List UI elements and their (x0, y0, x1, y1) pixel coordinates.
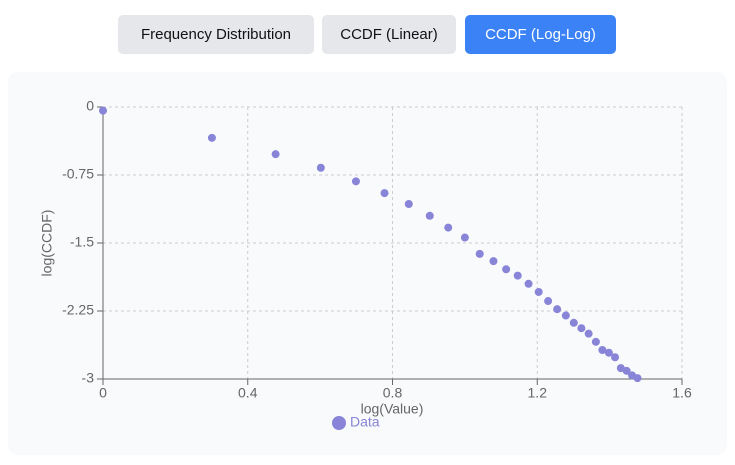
legend-marker (332, 416, 346, 430)
data-point (271, 150, 280, 159)
data-point (604, 348, 613, 357)
y-tick-label: 0 (86, 98, 94, 114)
legend-label: Data (350, 414, 380, 430)
tab-button[interactable]: CCDF (Linear) (322, 15, 456, 54)
x-tick-label: 1.6 (672, 385, 692, 401)
y-tick-label: -3 (82, 370, 95, 386)
data-point (489, 257, 498, 266)
data-point (584, 329, 593, 338)
chart-panel (8, 72, 727, 455)
data-point (444, 223, 453, 232)
data-point (475, 249, 484, 258)
data-point (425, 211, 434, 220)
y-tick-label: -2.25 (62, 302, 94, 318)
y-tick-label: -1.5 (70, 234, 94, 250)
tab-button[interactable]: CCDF (Log-Log) (465, 15, 616, 54)
x-tick-label: 0.4 (238, 385, 258, 401)
data-point (316, 163, 325, 172)
data-point (577, 324, 586, 333)
data-point (380, 189, 389, 198)
data-point (404, 200, 413, 209)
x-tick-label: 0.8 (383, 385, 403, 401)
x-tick-label: 1.2 (528, 385, 548, 401)
data-point (524, 279, 533, 288)
data-point (598, 345, 607, 354)
x-tick-label: 0 (99, 385, 107, 401)
y-axis-label: log(CCDF) (39, 210, 55, 277)
data-point (553, 305, 562, 314)
data-point (534, 287, 543, 296)
data-point (207, 133, 216, 142)
tab-button[interactable]: Frequency Distribution (118, 15, 314, 54)
y-tick-label: -0.75 (62, 166, 94, 182)
data-point (633, 374, 642, 383)
data-point (502, 265, 511, 274)
data-point (460, 233, 469, 242)
data-point (99, 106, 107, 115)
data-point (351, 177, 360, 186)
data-point (622, 366, 631, 375)
data-point (513, 271, 522, 280)
x-axis-label: log(Value) (361, 401, 424, 417)
data-point (561, 311, 570, 320)
data-point (544, 297, 553, 306)
data-point (569, 318, 578, 327)
data-point (591, 337, 600, 346)
data-point (611, 353, 620, 362)
